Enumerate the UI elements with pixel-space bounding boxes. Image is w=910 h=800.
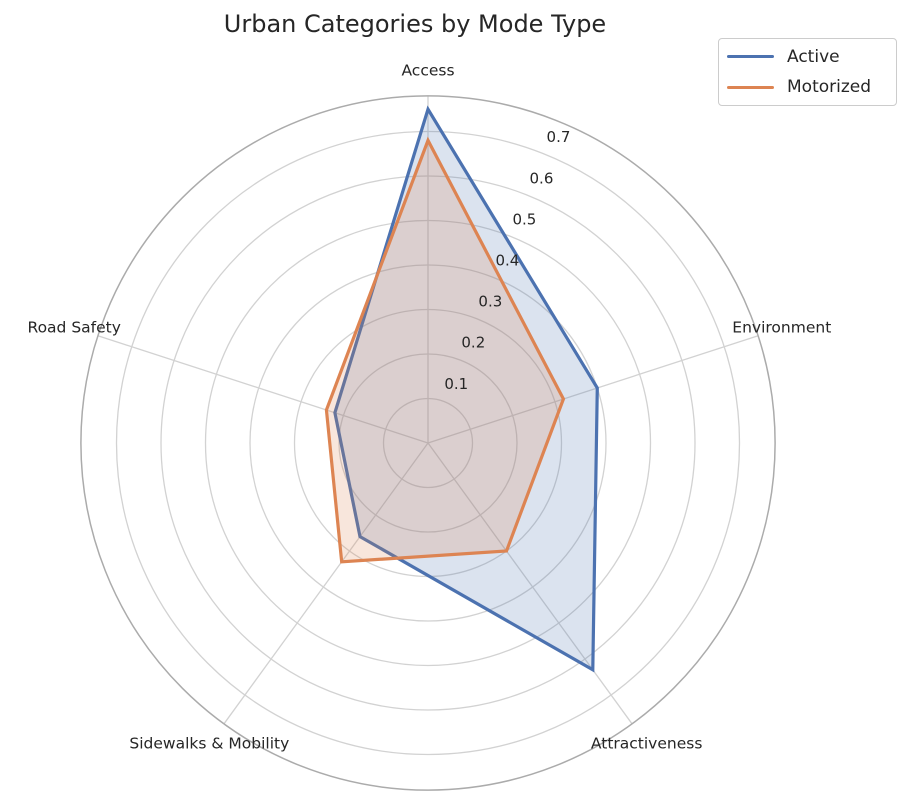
legend: Active Motorized — [718, 38, 897, 106]
active-series-line — [333, 105, 599, 673]
r-tick-label: 0.4 — [495, 251, 519, 269]
legend-item-active: Active — [719, 44, 896, 70]
legend-label-motorized: Motorized — [787, 77, 872, 98]
category-label-attractiveness: Attractiveness — [591, 734, 702, 752]
legend-swatch-active — [727, 54, 774, 59]
axis-spoke-attractiveness — [427, 442, 633, 725]
chart-title: Urban Categories by Mode Type — [223, 10, 607, 38]
category-label-sidewalks-mobility: Sidewalks & Mobility — [129, 734, 289, 752]
legend-item-motorized: Motorized — [719, 74, 896, 100]
active-series-fill — [334, 109, 598, 670]
outer-spine — [80, 95, 776, 791]
category-label-environment: Environment — [732, 319, 831, 337]
legend-label-active: Active — [787, 46, 840, 67]
r-tick-label: 0.5 — [512, 210, 536, 228]
legend-swatch-motorized — [727, 85, 774, 90]
axis-spoke-road-safety — [97, 335, 429, 444]
r-tick-label: 0.3 — [478, 293, 502, 311]
motorized-series-line — [324, 136, 566, 564]
axis-spoke-environment — [427, 335, 759, 444]
motorized-series-fill — [326, 140, 564, 562]
r-tick-label: 0.6 — [530, 169, 554, 187]
category-label-access: Access — [401, 62, 454, 80]
r-tick-label: 0.7 — [547, 128, 571, 146]
axis-spoke-sidewalks-mobility — [223, 442, 429, 725]
r-tick-label: 0.1 — [444, 375, 468, 393]
category-label-road-safety: Road Safety — [28, 319, 121, 337]
r-tick-label: 0.2 — [461, 334, 485, 352]
